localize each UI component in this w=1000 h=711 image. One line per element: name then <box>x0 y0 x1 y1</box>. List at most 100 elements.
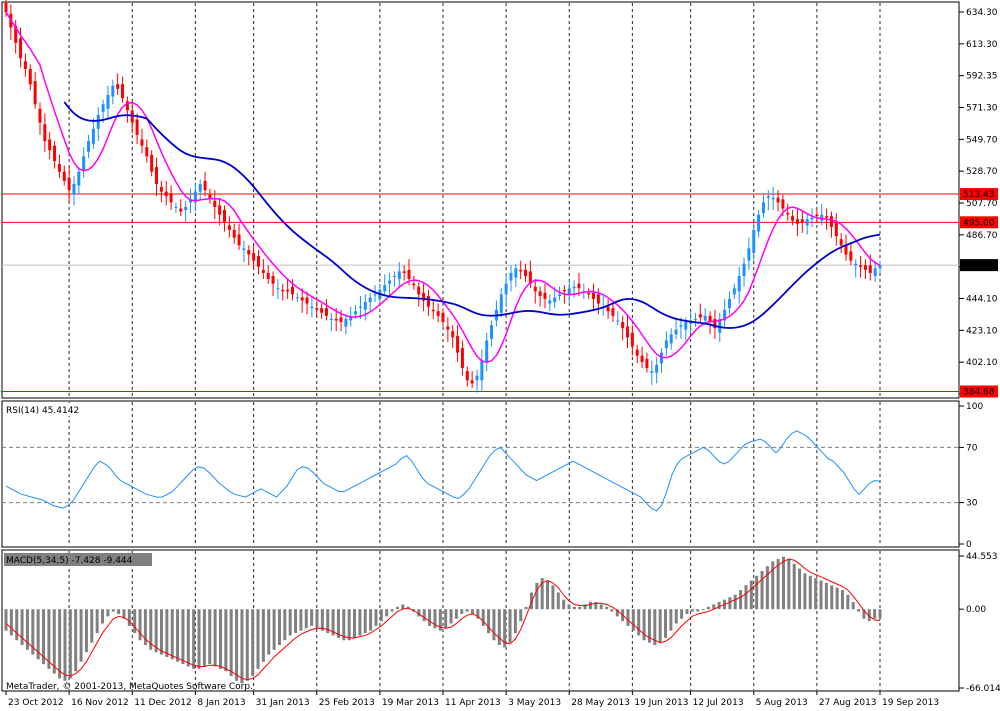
macd-bar <box>513 609 517 634</box>
macd-tick-label: 0.00 <box>966 605 986 615</box>
macd-bar <box>862 609 866 619</box>
candle-body <box>470 380 474 384</box>
candle-body <box>791 216 795 221</box>
macd-bar <box>653 609 657 646</box>
rsi-tick-label: 0 <box>966 540 972 550</box>
x-tick-label: 23 Oct 2012 <box>8 698 64 708</box>
candle-body <box>223 210 226 223</box>
candle-body <box>290 286 294 295</box>
candle-body <box>660 352 663 364</box>
candle-body <box>441 312 445 323</box>
macd-label-bg <box>4 553 152 566</box>
candle-body <box>475 375 479 381</box>
candle-body <box>732 288 736 295</box>
candle-body <box>499 294 503 313</box>
candle-body <box>261 269 265 273</box>
macd-bar <box>267 609 271 655</box>
candle-body <box>490 325 494 339</box>
macd-bar <box>680 609 684 619</box>
macd-bar <box>111 609 115 612</box>
macd-bar <box>454 609 458 619</box>
macd-bar <box>765 566 769 610</box>
macd-bar <box>460 609 464 614</box>
candle-body <box>213 200 217 207</box>
candle-body <box>14 26 18 43</box>
candle-body <box>174 206 178 208</box>
candle-body <box>344 318 348 327</box>
level-marker <box>960 188 998 201</box>
macd-bar <box>487 609 491 634</box>
macd-bar <box>551 585 555 610</box>
candle-body <box>256 256 260 267</box>
candle-body <box>164 191 168 197</box>
candle-body <box>533 286 537 292</box>
candle-body <box>242 248 246 250</box>
macd-bar <box>664 609 668 638</box>
candle-body <box>422 292 426 301</box>
candle-body <box>538 291 542 296</box>
macd-bar <box>647 609 651 643</box>
candle-body <box>553 297 557 303</box>
candle-body <box>669 334 673 344</box>
macd-bar <box>181 609 185 665</box>
candle-body <box>218 205 222 215</box>
macd-bar <box>417 609 421 617</box>
macd-bar <box>540 578 544 610</box>
macd-bar <box>63 609 67 681</box>
x-tick-label: 31 Jan 2013 <box>256 698 310 708</box>
candle-body <box>4 3 8 13</box>
candle-body <box>829 216 833 227</box>
candle-body <box>528 271 532 284</box>
macd-bar <box>701 609 705 611</box>
candle-body <box>82 156 86 171</box>
macd-bar <box>588 602 592 610</box>
macd-bar <box>519 609 523 622</box>
macd-bar <box>401 604 405 610</box>
candle-body <box>708 315 712 323</box>
macd-bar <box>524 606 528 610</box>
candle-body <box>577 283 581 289</box>
candle-body <box>480 360 484 381</box>
candle-body <box>130 110 134 123</box>
candle-body <box>67 177 71 191</box>
macd-bar <box>395 606 399 610</box>
macd-bar <box>476 609 480 619</box>
macd-bar <box>176 609 180 662</box>
macd-bar <box>594 602 598 610</box>
macd-bar <box>369 609 373 631</box>
macd-bar <box>749 580 753 610</box>
candle-body <box>189 199 193 203</box>
candle-body <box>373 294 377 296</box>
macd-bar <box>79 609 83 662</box>
level-marker <box>960 385 998 398</box>
candle-body <box>766 196 770 198</box>
candle-body <box>125 101 129 111</box>
candle-body <box>742 263 746 276</box>
candle-body <box>237 234 241 246</box>
candle-body <box>558 294 562 296</box>
macd-bar <box>235 609 239 681</box>
macd-bar <box>117 609 121 614</box>
macd-bar <box>42 609 46 665</box>
rsi-tick-label: 30 <box>966 499 978 509</box>
macd-bar <box>637 609 641 636</box>
macd-bar <box>422 609 426 622</box>
macd-bar <box>256 609 260 669</box>
candle-body <box>96 114 100 129</box>
macd-bar <box>433 609 437 629</box>
candle-body <box>460 348 464 369</box>
candle-body <box>436 311 440 316</box>
macd-bar <box>74 609 78 672</box>
macd-bar <box>229 609 233 677</box>
macd-bar <box>771 561 775 610</box>
macd-bar <box>208 609 212 665</box>
candle-body <box>383 285 387 292</box>
macd-tick-label: -66.014 <box>966 684 1000 694</box>
macd-bar <box>583 604 587 610</box>
macd-bar <box>320 609 324 631</box>
candle-body <box>810 217 814 220</box>
candle-body <box>247 249 251 255</box>
macd-bar <box>326 609 330 634</box>
candle-body <box>19 38 23 59</box>
